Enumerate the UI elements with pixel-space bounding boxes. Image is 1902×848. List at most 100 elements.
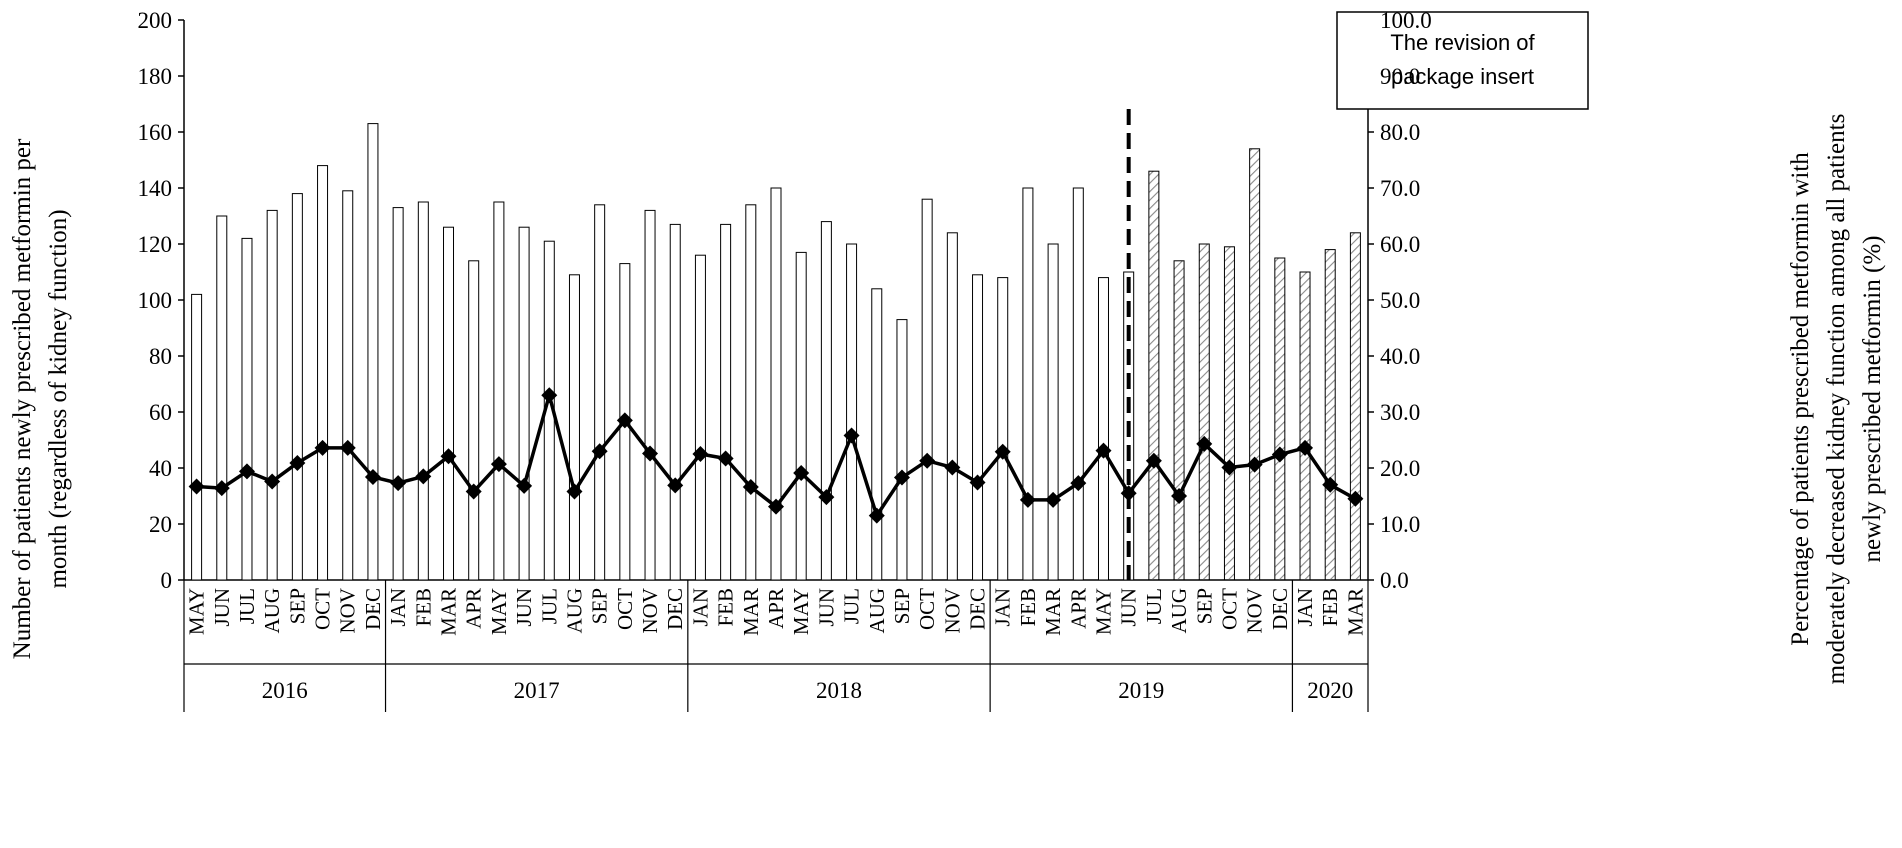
bar xyxy=(568,274,580,581)
line-point xyxy=(692,446,709,462)
line-point xyxy=(768,498,784,515)
month-label: NOV xyxy=(638,588,662,634)
line-point xyxy=(944,459,961,476)
labels-layer: 0 20 40 60 80 100 120 140 160 180 200 0.0 10.0 20.0 30… xyxy=(138,8,1432,703)
bar xyxy=(1148,170,1160,581)
month-label: AUG xyxy=(865,588,889,634)
bar xyxy=(1223,246,1235,581)
left-tick-label: 180 xyxy=(138,64,173,89)
month-label: SEP xyxy=(285,588,309,624)
bar xyxy=(820,221,832,581)
month-label: FEB xyxy=(1016,588,1040,627)
month-label: FEB xyxy=(714,588,738,627)
month-label: APR xyxy=(462,588,486,629)
month-label: MAY xyxy=(185,588,209,635)
bar xyxy=(1072,187,1084,581)
line-point xyxy=(793,465,810,482)
bar xyxy=(191,293,203,581)
month-label: JUL xyxy=(537,588,561,624)
line-point xyxy=(339,439,356,456)
right-tick-label: 20.0 xyxy=(1380,456,1420,481)
month-label: OCT xyxy=(311,588,335,630)
left-tick-label: 80 xyxy=(149,344,172,369)
month-label: JUN xyxy=(1117,588,1141,627)
month-label: JAN xyxy=(991,588,1015,627)
left-axis-title: Number of patients newly prescribed metf… xyxy=(9,138,72,659)
svg-text:month (regardless of kidney fu: month (regardless of kidney function) xyxy=(45,209,72,588)
bar xyxy=(367,123,379,581)
month-label: OCT xyxy=(1217,588,1241,630)
left-tick-label: 160 xyxy=(138,120,173,145)
month-label: MAY xyxy=(487,588,511,635)
bar xyxy=(946,232,958,581)
month-label: MAY xyxy=(1091,588,1115,635)
svg-text:moderately decreased kidney fu: moderately decreased kidney function amo… xyxy=(1823,114,1850,685)
right-tick-label: 90.0 xyxy=(1380,64,1420,89)
month-label: AUG xyxy=(260,588,284,634)
bar xyxy=(493,201,505,581)
bar xyxy=(745,204,757,581)
month-label: APR xyxy=(764,588,788,629)
line-point xyxy=(994,443,1011,460)
month-label: JUL xyxy=(840,588,864,624)
bar xyxy=(770,187,782,581)
line-point xyxy=(289,454,306,471)
year-label: 2019 xyxy=(1118,678,1164,703)
month-label: MAR xyxy=(1343,588,1367,636)
right-tick-label: 0.0 xyxy=(1380,568,1409,593)
bar xyxy=(694,254,706,581)
line-point xyxy=(1045,491,1062,508)
month-label: JUL xyxy=(1142,588,1166,624)
line-point xyxy=(919,452,936,469)
line-point xyxy=(390,475,407,492)
year-label: 2016 xyxy=(262,678,308,703)
bar xyxy=(720,223,732,581)
month-label: DEC xyxy=(966,588,990,630)
line-point xyxy=(1246,456,1263,473)
line-point xyxy=(1221,459,1238,476)
right-tick-label: 10.0 xyxy=(1380,512,1420,537)
line-point xyxy=(314,439,331,456)
bar xyxy=(417,201,429,581)
month-label: NOV xyxy=(1243,588,1267,634)
month-label: OCT xyxy=(915,588,939,630)
line-point xyxy=(1171,488,1188,504)
left-tick-label: 140 xyxy=(138,176,173,201)
bar xyxy=(896,319,908,581)
month-label: APR xyxy=(1066,588,1090,629)
line-point xyxy=(717,450,734,467)
month-label: SEP xyxy=(588,588,612,624)
bar xyxy=(392,207,404,581)
line-point xyxy=(1019,491,1036,508)
month-label: MAR xyxy=(739,588,763,636)
line-point xyxy=(516,477,533,494)
year-label: 2020 xyxy=(1307,678,1353,703)
year-label: 2017 xyxy=(514,678,560,703)
bar xyxy=(997,277,1009,581)
bar xyxy=(317,165,329,581)
bar xyxy=(594,204,606,581)
bar xyxy=(669,223,681,581)
bar xyxy=(266,209,278,581)
annotation-box xyxy=(1336,11,1589,110)
line-point xyxy=(541,387,558,404)
bar xyxy=(921,198,933,581)
svg-text:newly prescribed metformin (%): newly prescribed metformin (%) xyxy=(1859,236,1886,563)
line-point xyxy=(667,477,684,494)
line-point xyxy=(465,483,482,500)
line-point xyxy=(415,468,432,485)
svg-text:Percentage of patients prescri: Percentage of patients prescribed metfor… xyxy=(1787,152,1814,646)
month-label: JUN xyxy=(814,588,838,627)
right-tick-label: 50.0 xyxy=(1380,288,1420,313)
bar xyxy=(1299,271,1311,581)
right-tick-label: 70.0 xyxy=(1380,176,1420,201)
bar xyxy=(1274,257,1286,581)
line-point xyxy=(1271,446,1288,463)
left-tick-label: 200 xyxy=(138,8,173,33)
line-point xyxy=(364,468,381,485)
line-point xyxy=(213,480,230,497)
left-tick-label: 100 xyxy=(138,288,173,313)
line-point xyxy=(1070,475,1087,492)
line-point xyxy=(591,443,608,460)
month-label: NOV xyxy=(940,588,964,634)
